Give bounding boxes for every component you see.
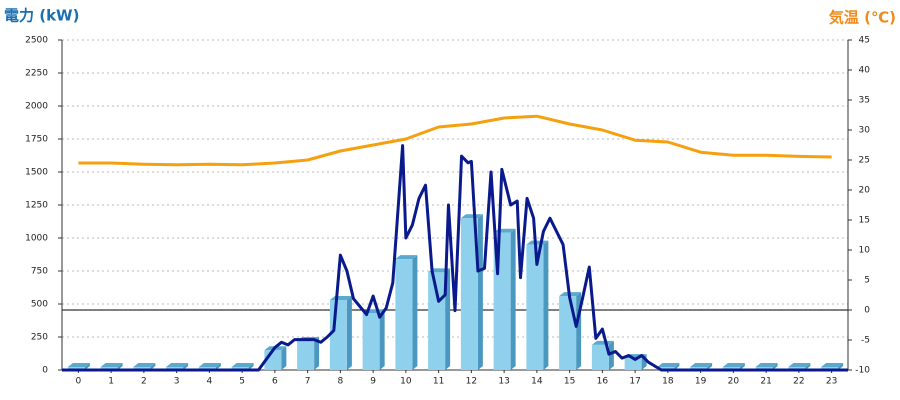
bar — [362, 313, 380, 370]
bar-side — [183, 363, 189, 370]
bar-top — [100, 363, 123, 367]
y-tick-label: 750 — [31, 267, 48, 277]
y2-tick-label: 45 — [859, 36, 870, 46]
line — [62, 144, 848, 372]
x-tick-label: 21 — [760, 377, 771, 387]
bar-top — [460, 214, 483, 219]
y2-tick-label: 15 — [859, 216, 870, 226]
x-tick-label: 7 — [305, 377, 311, 387]
x-tick-label: 13 — [498, 377, 509, 387]
y-tick-label: 2000 — [25, 102, 48, 112]
x-tick-label: 15 — [564, 377, 575, 387]
y2-tick-label: 0 — [864, 306, 870, 316]
bar — [460, 218, 478, 370]
x-tick-label: 23 — [826, 377, 837, 387]
x-tick-label: 5 — [239, 377, 245, 387]
bar — [559, 296, 577, 370]
bar-top — [755, 363, 778, 367]
y-tick-label: 0 — [42, 366, 48, 376]
bar — [591, 344, 609, 370]
x-tick-label: 18 — [662, 377, 674, 387]
y2-tick-label: 40 — [859, 66, 871, 76]
bar-side — [281, 346, 287, 370]
x-tick-label: 8 — [338, 377, 344, 387]
y-tick-label: 2500 — [25, 36, 48, 46]
y2-tick-label: 20 — [859, 186, 871, 196]
y2-tick-label: 5 — [864, 276, 870, 286]
x-tick-label: 19 — [695, 377, 707, 387]
y-tick-label: 1000 — [25, 234, 48, 244]
bar-side — [412, 255, 418, 370]
bar-side — [543, 240, 549, 370]
bar-side — [739, 363, 745, 370]
bar-side — [84, 363, 90, 370]
bar — [329, 300, 347, 370]
bar-side — [510, 228, 516, 370]
y-tick-label: 1500 — [25, 168, 48, 178]
y-tick-label: 1750 — [25, 135, 48, 145]
y2-tick-label: 10 — [859, 246, 871, 256]
y-tick-label: 2250 — [25, 69, 48, 79]
bar-side — [707, 363, 713, 370]
x-tick-label: 14 — [531, 377, 543, 387]
bar-side — [805, 363, 811, 370]
x-tick-label: 11 — [433, 377, 444, 387]
bar — [624, 358, 642, 370]
bar — [428, 272, 446, 370]
x-tick-label: 6 — [272, 377, 278, 387]
x-tick-label: 16 — [597, 377, 609, 387]
bar-side — [346, 296, 352, 370]
bar — [297, 340, 315, 370]
bar-top — [133, 363, 156, 367]
bar-top — [591, 340, 614, 345]
bar-top — [67, 363, 90, 367]
bar-side — [117, 363, 123, 370]
x-tick-label: 2 — [141, 377, 147, 387]
bar-top — [788, 363, 811, 367]
y-tick-label: 500 — [31, 300, 48, 310]
y2-tick-label: -5 — [861, 336, 870, 346]
left-title: 電力 (kW) — [4, 7, 79, 25]
x-tick-label: 17 — [629, 377, 640, 387]
bar-side — [314, 336, 320, 370]
bar-top — [231, 363, 254, 367]
bar-top — [690, 363, 713, 367]
x-tick-label: 9 — [370, 377, 376, 387]
bar-side — [838, 363, 844, 370]
x-tick-label: 12 — [466, 377, 477, 387]
bar-top — [657, 363, 680, 367]
y2-tick-label: 35 — [859, 96, 870, 106]
right-title: 気温 (℃) — [829, 9, 896, 27]
y2-tick-label: 25 — [859, 156, 870, 166]
bar-top — [166, 363, 189, 367]
bar — [395, 259, 413, 370]
bar-side — [477, 214, 483, 370]
x-tick-label: 1 — [108, 377, 114, 387]
bar-side — [248, 363, 254, 370]
y2-tick-label: 30 — [859, 126, 871, 136]
bar-side — [674, 363, 680, 370]
y2-tick-label: -10 — [855, 366, 870, 376]
x-tick-label: 4 — [207, 377, 213, 387]
y-tick-label: 1250 — [25, 201, 48, 211]
line — [78, 114, 832, 167]
x-tick-label: 3 — [174, 377, 180, 387]
x-tick-label: 20 — [728, 377, 740, 387]
bar — [526, 244, 544, 370]
bar-side — [150, 363, 156, 370]
bar-side — [608, 340, 614, 370]
bar-top — [722, 363, 745, 367]
x-tick-label: 0 — [76, 377, 82, 387]
bar-top — [821, 363, 844, 367]
x-tick-label: 10 — [400, 377, 412, 387]
bar-top — [395, 255, 418, 260]
bar-side — [772, 363, 778, 370]
bar-top — [198, 363, 221, 367]
bar-side — [379, 309, 385, 370]
bar-side — [215, 363, 221, 370]
x-tick-label: 22 — [793, 377, 804, 387]
y-tick-label: 250 — [31, 333, 48, 343]
